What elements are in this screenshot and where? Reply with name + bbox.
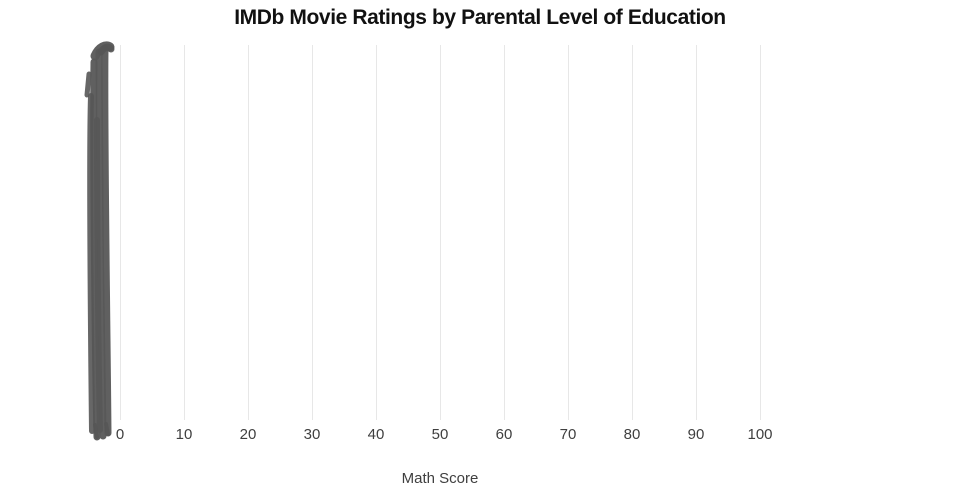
gridline-x-10 (184, 45, 185, 420)
x-tick-90: 90 (687, 426, 705, 443)
gridline-x-30 (312, 45, 313, 420)
gridline-x-100 (760, 45, 761, 420)
chart-title: IMDb Movie Ratings by Parental Level of … (234, 6, 726, 29)
x-tick-50: 50 (431, 426, 449, 443)
gridline-x-60 (504, 45, 505, 420)
gridline-x-20 (248, 45, 249, 420)
x-tick-100: 100 (747, 426, 773, 443)
gridline-x-70 (568, 45, 569, 420)
x-tick-0: 0 (115, 426, 125, 443)
x-tick-70: 70 (559, 426, 577, 443)
x-tick-80: 80 (623, 426, 641, 443)
gridline-x-90 (696, 45, 697, 420)
x-tick-10: 10 (175, 426, 193, 443)
gridline-x-80 (632, 45, 633, 420)
x-tick-40: 40 (367, 426, 385, 443)
x-tick-60: 60 (495, 426, 513, 443)
gridline-x-50 (440, 45, 441, 420)
x-tick-30: 30 (303, 426, 321, 443)
gridline-x-0 (120, 45, 121, 420)
x-tick-20: 20 (239, 426, 257, 443)
x-axis-label: Math Score (401, 470, 479, 487)
gridline-x-40 (376, 45, 377, 420)
